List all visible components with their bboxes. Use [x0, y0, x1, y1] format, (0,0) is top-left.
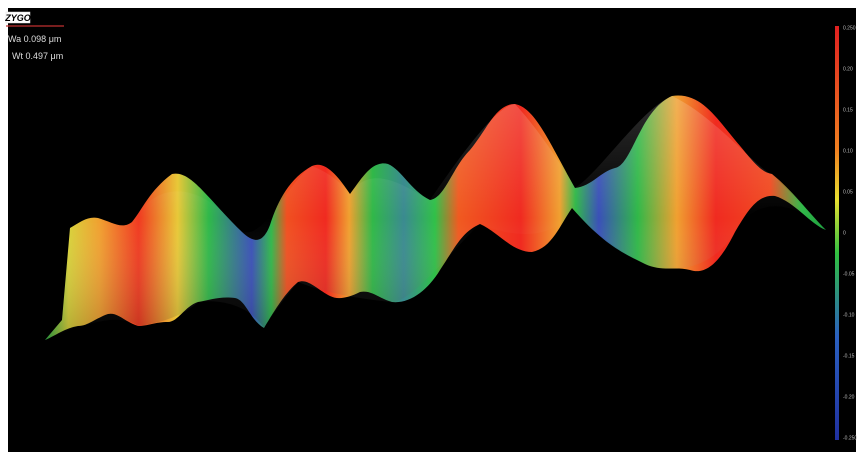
- colorbar-label: -0.10: [843, 312, 855, 318]
- colorbar: [835, 26, 839, 440]
- colorbar-label: 0.250: [843, 25, 856, 31]
- wt-value: Wt 0.497 μm: [12, 51, 63, 61]
- colorbar-label: 0.15: [843, 107, 853, 113]
- colorbar-label: 0.05: [843, 189, 853, 195]
- colorbar-label: -0.250: [843, 435, 857, 441]
- wa-value: Wa 0.098 μm: [8, 34, 61, 44]
- colorbar-label: -0.20: [843, 394, 855, 400]
- colorbar-labels: 0.250 0.20 0.15 0.10 0.05 0 -0.05 -0.10 -0.15 -0.…: [843, 25, 857, 441]
- logo-box: [5, 11, 31, 24]
- colorbar-label: 0.10: [843, 148, 853, 154]
- colorbar-label: -0.15: [843, 353, 855, 359]
- colorbar-label: 0.20: [843, 66, 853, 72]
- surface-shading: [45, 96, 826, 340]
- logo: ZYGO: [4, 13, 31, 23]
- colorbar-label: 0: [843, 230, 846, 236]
- colorbar-label: -0.05: [843, 271, 855, 277]
